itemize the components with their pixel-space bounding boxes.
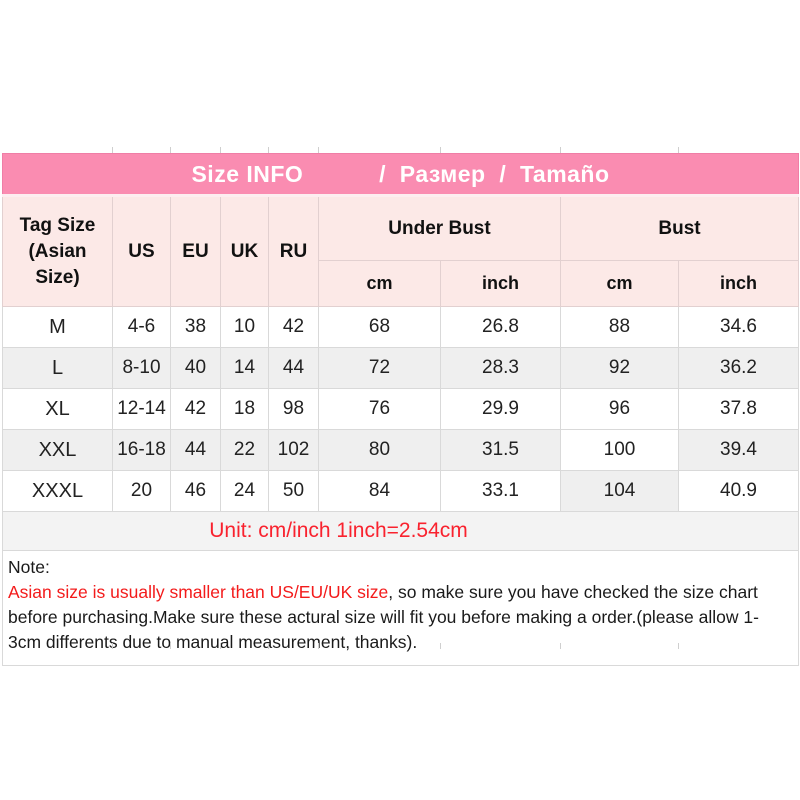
column-header-us: US bbox=[112, 195, 171, 307]
size-cell: 33.1 bbox=[440, 470, 561, 512]
table-row: Tag Size (Asian Size) US EU UK RU Under … bbox=[2, 195, 800, 307]
size-cell: 40.9 bbox=[677, 470, 800, 512]
size-cell: 26.8 bbox=[440, 306, 561, 348]
note-warning-rest: , so make sure you have checked the size… bbox=[8, 582, 759, 652]
size-cell: 34.6 bbox=[677, 306, 800, 348]
size-cell: 98 bbox=[268, 388, 319, 430]
note-section: Note: Asian size is usually smaller than… bbox=[1, 550, 800, 666]
size-cell: 22 bbox=[220, 429, 269, 471]
subheader-bust-inch: inch bbox=[677, 260, 800, 307]
gridline-tick bbox=[268, 147, 269, 153]
table-row: Size INFO / Размер / Tamaño bbox=[1, 153, 800, 197]
column-header-uk: UK bbox=[220, 195, 269, 307]
size-cell: 72 bbox=[318, 347, 441, 389]
size-cell: 104 bbox=[560, 470, 679, 512]
gridline-tick bbox=[170, 643, 171, 649]
size-cell: 28.3 bbox=[440, 347, 561, 389]
gridline-tick bbox=[112, 147, 113, 153]
size-cell: 10 bbox=[220, 306, 269, 348]
table-row: Note: Asian size is usually smaller than… bbox=[1, 550, 800, 666]
group-header-under-bust: Under Bust bbox=[318, 195, 561, 261]
gridline-tick bbox=[318, 147, 319, 153]
gridline-tick bbox=[678, 147, 679, 153]
size-cell: 46 bbox=[170, 470, 221, 512]
size-cell: XXXL bbox=[2, 470, 113, 512]
size-cell: 37.8 bbox=[677, 388, 800, 430]
table-row-xxxl: XXXL 20 46 24 50 84 33.1 104 40.9 bbox=[2, 470, 800, 512]
gridline-tick bbox=[440, 643, 441, 649]
size-cell: XXL bbox=[2, 429, 113, 471]
size-cell: 68 bbox=[318, 306, 441, 348]
gridline-tick bbox=[318, 643, 319, 649]
table-row: cm inch cm inch bbox=[3, 260, 800, 307]
gridline-tick bbox=[268, 643, 269, 649]
size-cell: 16-18 bbox=[112, 429, 171, 471]
size-cell: 40 bbox=[170, 347, 221, 389]
size-cell: 24 bbox=[220, 470, 269, 512]
column-header-eu: EU bbox=[170, 195, 221, 307]
size-info-table: Size INFO / Размер / Tamaño Tag Size (As… bbox=[1, 153, 800, 666]
size-cell: M bbox=[2, 306, 113, 348]
note-warning-red: Asian size is usually smaller than US/EU… bbox=[8, 582, 389, 602]
column-header-ru: RU bbox=[268, 195, 319, 307]
size-cell: 42 bbox=[268, 306, 319, 348]
size-cell: 44 bbox=[268, 347, 319, 389]
size-cell: 96 bbox=[560, 388, 679, 430]
size-cell: 50 bbox=[268, 470, 319, 512]
size-cell: 29.9 bbox=[440, 388, 561, 430]
size-cell: 76 bbox=[318, 388, 441, 430]
gridline-tick bbox=[220, 643, 221, 649]
size-cell: 102 bbox=[268, 429, 319, 471]
size-info-title: Size INFO / Размер / Tamaño bbox=[1, 153, 800, 197]
table-row: Unit: cm/inch 1inch=2.54cm bbox=[1, 511, 800, 551]
gridline-tick bbox=[560, 643, 561, 649]
gridline-tick bbox=[112, 643, 113, 649]
note-paragraph: Asian size is usually smaller than US/EU… bbox=[8, 580, 790, 655]
table-row-xl: XL 12-14 42 18 98 76 29.9 96 37.8 bbox=[2, 388, 800, 430]
size-cell: 100 bbox=[560, 429, 679, 471]
gridline-tick bbox=[220, 147, 221, 153]
table-row-xxl: XXL 16-18 44 22 102 80 31.5 100 39.4 bbox=[2, 429, 800, 471]
size-cell: 39.4 bbox=[677, 429, 800, 471]
table-row-l: L 8-10 40 14 44 72 28.3 92 36.2 bbox=[2, 347, 800, 389]
size-cell: 84 bbox=[318, 470, 441, 512]
size-cell: XL bbox=[2, 388, 113, 430]
size-cell: 18 bbox=[220, 388, 269, 430]
size-cell: 42 bbox=[170, 388, 221, 430]
size-cell: 92 bbox=[560, 347, 679, 389]
group-header-bust: Bust bbox=[559, 195, 800, 261]
gridline-tick bbox=[440, 147, 441, 153]
size-cell: 31.5 bbox=[440, 429, 561, 471]
subheader-underbust-cm: cm bbox=[318, 260, 441, 307]
note-label: Note: bbox=[8, 557, 50, 577]
size-cell: L bbox=[2, 347, 113, 389]
table-row-m: M 4-6 38 10 42 68 26.8 88 34.6 bbox=[2, 306, 800, 348]
gridline-tick bbox=[678, 643, 679, 649]
size-cell: 88 bbox=[560, 306, 679, 348]
size-cell: 80 bbox=[318, 429, 441, 471]
size-cell: 12-14 bbox=[112, 388, 171, 430]
size-cell: 36.2 bbox=[677, 347, 800, 389]
unit-note: Unit: cm/inch 1inch=2.54cm bbox=[1, 511, 800, 551]
size-cell: 44 bbox=[170, 429, 221, 471]
size-cell: 4-6 bbox=[112, 306, 171, 348]
size-cell: 14 bbox=[220, 347, 269, 389]
gridline-tick bbox=[170, 147, 171, 153]
size-cell: 20 bbox=[112, 470, 171, 512]
subheader-bust-cm: cm bbox=[560, 260, 679, 307]
gridline-tick bbox=[560, 147, 561, 153]
size-cell: 38 bbox=[170, 306, 221, 348]
subheader-underbust-inch: inch bbox=[440, 260, 561, 307]
size-cell: 8-10 bbox=[112, 347, 171, 389]
tag-size-header: Tag Size (Asian Size) bbox=[2, 195, 113, 307]
